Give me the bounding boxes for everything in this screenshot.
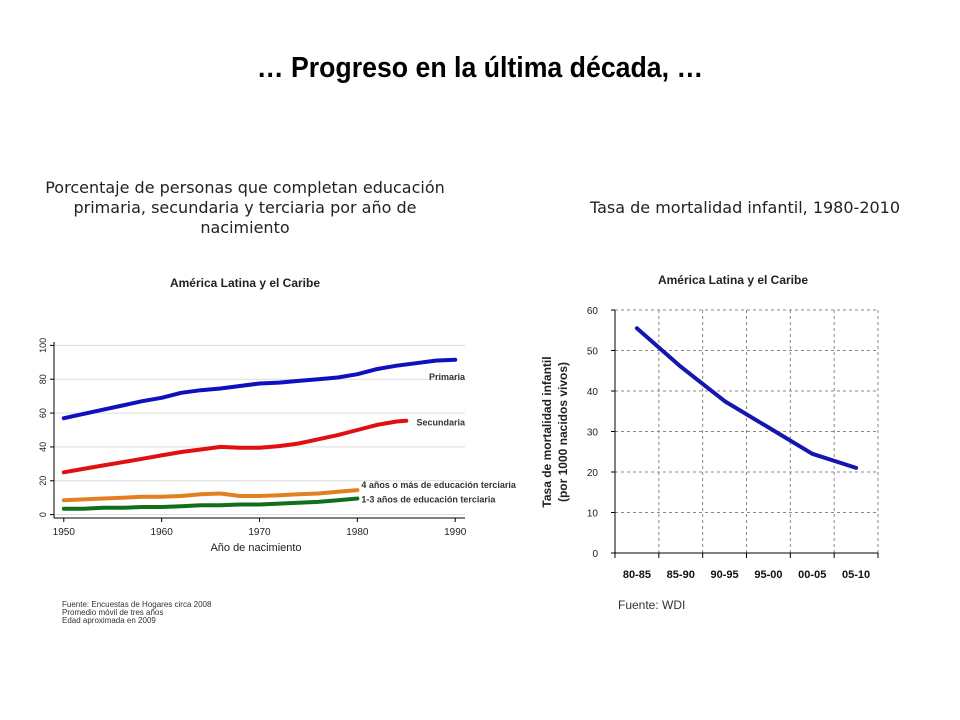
y-tick-label: 80 xyxy=(38,374,48,384)
x-tick-label: 90-95 xyxy=(711,569,739,581)
x-tick-label: 95-00 xyxy=(754,569,782,581)
series-label-terciaria-4: 4 años o más de educación terciaria xyxy=(361,480,517,490)
series-line xyxy=(634,326,859,470)
x-axis-label: Año de nacimiento xyxy=(210,542,301,554)
y-tick-label: 30 xyxy=(587,428,599,439)
y-axis-label: Tasa de mortalidad infantil xyxy=(540,356,554,507)
left-chart-title: América Latina y el Caribe xyxy=(170,276,320,290)
page-title: … Progreso en la última década, … xyxy=(256,52,704,84)
series-label-primaria: Primaria xyxy=(429,372,466,382)
series-line xyxy=(61,488,360,503)
series-line xyxy=(61,496,360,511)
x-tick-label: 80-85 xyxy=(623,569,651,581)
left-chart-subtitle: Porcentaje de personas que completan edu… xyxy=(45,178,445,237)
x-tick-label: 00-05 xyxy=(798,569,826,581)
y-tick-label: 60 xyxy=(38,408,48,418)
source-line: Promedio móvil de tres años xyxy=(62,608,164,617)
y-tick-label: 40 xyxy=(38,442,48,452)
y-tick-label: 100 xyxy=(38,338,48,353)
y-tick-label: 40 xyxy=(587,387,599,398)
series-label-terciaria-1-3: 1-3 años de educación terciaria xyxy=(361,495,496,505)
y-tick-label: 0 xyxy=(592,549,598,560)
y-axis-label: (por 1000 nacidos vivos) xyxy=(556,362,570,502)
x-tick-label: 1980 xyxy=(346,527,369,538)
series-label-secundaria: Secundaria xyxy=(416,418,466,428)
x-tick-label: 85-90 xyxy=(667,569,695,581)
y-tick-label: 10 xyxy=(587,509,599,520)
source-line: Fuente: Encuestas de Hogares circa 2008 xyxy=(62,600,212,609)
y-tick-label: 60 xyxy=(587,306,599,317)
x-tick-label: 1990 xyxy=(444,527,467,538)
x-tick-label: 1970 xyxy=(248,527,271,538)
right-chart-title: América Latina y el Caribe xyxy=(658,273,808,287)
right-chart-source: Fuente: WDI xyxy=(618,598,686,612)
y-tick-label: 20 xyxy=(38,476,48,486)
y-tick-label: 50 xyxy=(587,347,599,358)
series-line xyxy=(61,357,458,421)
series-line xyxy=(61,418,409,475)
right-chart-subtitle: Tasa de mortalidad infantil, 1980-2010 xyxy=(589,198,901,217)
x-tick-label: 05-10 xyxy=(842,569,870,581)
y-tick-label: 0 xyxy=(38,512,48,517)
left-chart-sources: Fuente: Encuestas de Hogares circa 2008 … xyxy=(62,601,211,625)
source-line: Edad aproximada en 2009 xyxy=(62,616,156,625)
y-tick-label: 20 xyxy=(587,468,599,479)
x-tick-label: 1960 xyxy=(151,527,174,538)
x-tick-label: 1950 xyxy=(53,527,76,538)
